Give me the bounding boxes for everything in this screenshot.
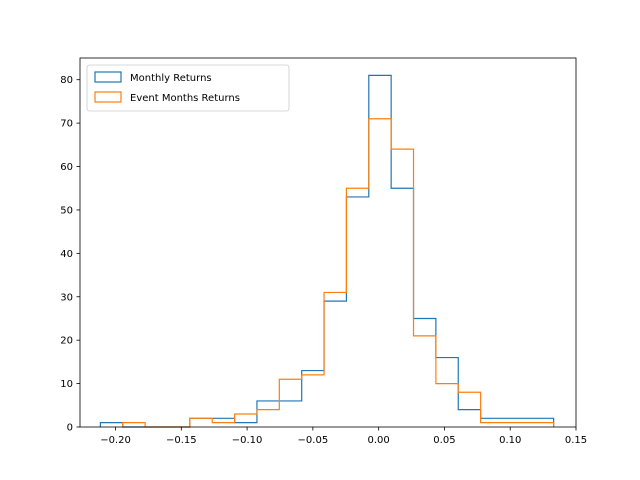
y-tick-label: 40 (60, 249, 73, 260)
x-tick-label: −0.05 (298, 435, 329, 446)
plot-area (80, 58, 576, 427)
legend: Monthly Returns Event Months Returns (86, 64, 290, 112)
legend-label: Monthly Returns (130, 73, 212, 84)
legend-box (86, 64, 290, 112)
x-tick-label: −0.20 (100, 435, 131, 446)
axes-frame (79, 57, 577, 428)
y-tick-label: 70 (60, 119, 73, 130)
y-tick-label: 0 (67, 423, 73, 434)
y-tick-label: 60 (60, 162, 73, 173)
y-tick-label: 80 (60, 75, 73, 86)
x-tick-label: 0.00 (368, 435, 390, 446)
x-tick-label: −0.10 (232, 435, 263, 446)
x-tick-label: −0.15 (166, 435, 197, 446)
y-tick-label: 50 (60, 205, 73, 216)
legend-swatch (94, 91, 122, 103)
histogram-series-2 (122, 118, 555, 428)
legend-label: Event Months Returns (130, 93, 240, 104)
legend-swatch (94, 71, 122, 83)
y-tick-label: 30 (60, 292, 73, 303)
x-tick-label: 0.10 (499, 435, 521, 446)
x-tick-label: 0.15 (565, 435, 587, 446)
y-axis: 0 10 20 30 40 50 60 70 80 (60, 75, 80, 434)
y-tick-label: 10 (60, 379, 73, 390)
y-tick-label: 20 (60, 336, 73, 347)
x-tick-label: 0.05 (433, 435, 455, 446)
x-axis: −0.20 −0.15 −0.10 −0.05 0.00 0.05 0.10 0.15 (100, 427, 587, 446)
